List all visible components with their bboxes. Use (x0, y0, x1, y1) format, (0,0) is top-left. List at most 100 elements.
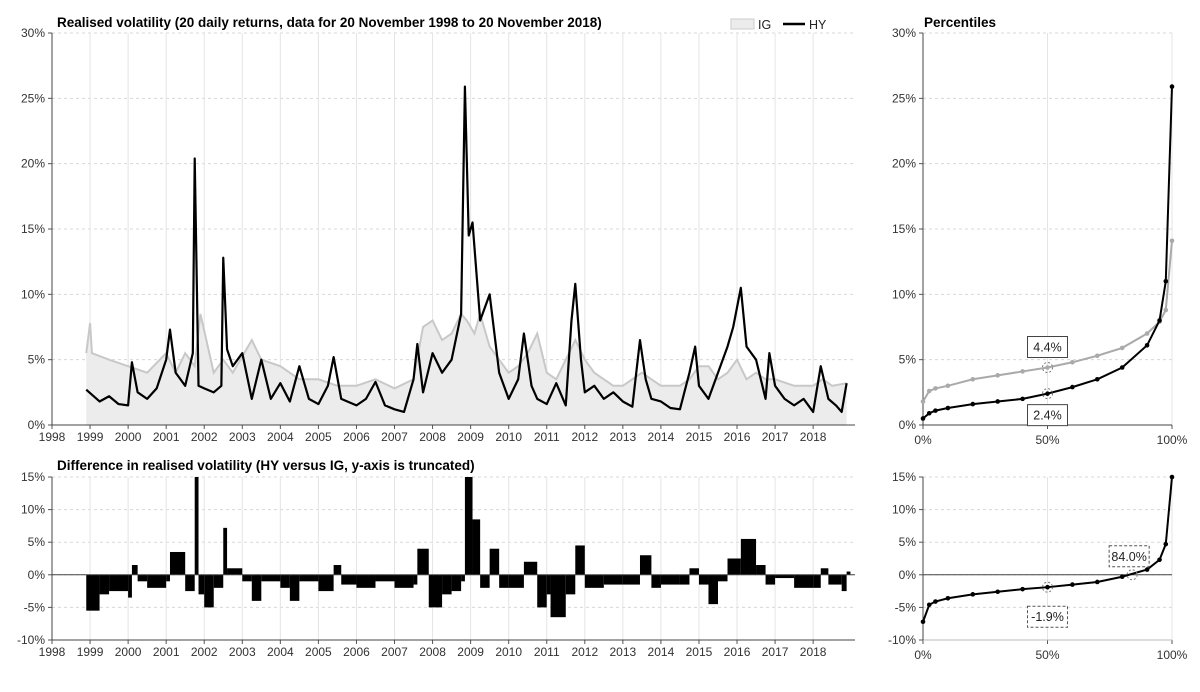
x-tick-label: 2014 (648, 430, 675, 444)
percentile-point (945, 405, 951, 411)
difference-bar (775, 574, 795, 579)
y-tick-label: 10% (21, 503, 45, 517)
percentile-point (1095, 376, 1100, 382)
x-tick-label: 2015 (686, 645, 713, 659)
x-tick-label: 2004 (267, 430, 294, 444)
main-chart-title: Realised volatility (20 daily returns, d… (57, 15, 602, 30)
percentile-point (1070, 359, 1075, 365)
percentile-point (995, 399, 1000, 404)
difference-bar (727, 558, 741, 575)
percentile-point (920, 399, 926, 404)
x-tick-label: 2009 (457, 430, 484, 444)
difference-bar (639, 555, 652, 575)
y-tick-label: 0% (899, 418, 917, 432)
x-tick-label: 2011 (534, 430, 560, 444)
percentile-point (1163, 278, 1169, 284)
y-tick-label: 25% (892, 91, 916, 105)
difference-bar (546, 574, 551, 595)
percentile-point (1070, 384, 1075, 390)
x-tick-label: 2007 (381, 645, 408, 659)
x-tick-label: 2001 (153, 430, 180, 444)
x-tick-label: 2000 (115, 645, 142, 659)
percentile-point (1045, 584, 1050, 590)
difference-bar (660, 574, 680, 585)
percentile-point (1157, 557, 1162, 563)
annotation-label: -1.9% (1031, 610, 1064, 624)
x-tick-label: 100% (1157, 433, 1188, 447)
difference-bar (413, 574, 418, 585)
x-tick-label: 2014 (648, 645, 675, 659)
percentile-point (945, 383, 951, 389)
difference-bar (147, 574, 167, 588)
difference-bar (109, 574, 129, 592)
difference-bar (417, 548, 429, 575)
y-tick-label: 0% (28, 418, 46, 432)
difference-bar (472, 519, 481, 575)
annotation-box (1027, 605, 1068, 628)
difference-bar (299, 574, 319, 582)
percentile-point (1144, 567, 1150, 572)
x-tick-label: 1998 (39, 430, 66, 444)
percentile-point (995, 589, 1000, 595)
difference-bar (394, 574, 414, 588)
difference-bar (679, 574, 690, 585)
difference-bar (442, 574, 452, 595)
x-tick-label: 0% (914, 433, 932, 447)
percentile-point (1095, 353, 1100, 359)
difference-bar (318, 574, 334, 592)
difference-bar (251, 574, 262, 601)
percentile-point (970, 376, 976, 382)
legend-ig-swatch (730, 18, 755, 30)
y-tick-label: 30% (892, 26, 916, 40)
hy-line (85, 85, 848, 414)
x-tick-label: 2003 (229, 430, 256, 444)
difference-bar (717, 574, 728, 582)
y-tick-label: -5% (24, 600, 46, 614)
difference-bar (375, 574, 395, 582)
y-tick-label: 30% (21, 26, 45, 40)
annotation-marker (1042, 581, 1053, 593)
difference-bar (131, 565, 138, 575)
percentile-point (1020, 586, 1025, 592)
x-tick-label: 2003 (229, 645, 256, 659)
x-tick-label: 2012 (571, 645, 598, 659)
y-tick-label: 10% (892, 287, 916, 301)
annotation-box (1108, 545, 1150, 568)
annotation-label: 4.4% (1033, 341, 1062, 355)
x-tick-label: 2018 (800, 430, 827, 444)
x-tick-label: 2015 (686, 430, 713, 444)
x-tick-label: 2008 (419, 430, 446, 444)
y-tick-label: -10% (17, 633, 45, 647)
difference-bar (242, 574, 252, 582)
x-tick-label: 2002 (191, 430, 218, 444)
difference-bar (451, 574, 462, 592)
percentile-point (995, 373, 1000, 378)
percentile-point (970, 592, 976, 597)
difference-bar (213, 574, 224, 588)
x-tick-label: 1999 (77, 645, 104, 659)
difference-bar (280, 574, 290, 588)
difference-bar (813, 574, 821, 588)
percentile-point (1020, 396, 1025, 402)
x-tick-label: 2016 (724, 430, 751, 444)
difference-bar (194, 477, 199, 575)
difference-bar (480, 574, 490, 588)
difference-bar (128, 574, 132, 598)
percentile-point (1169, 474, 1175, 480)
x-tick-label: 2005 (305, 430, 332, 444)
annotation-label: 84.0% (1111, 550, 1146, 564)
y-tick-label: 10% (21, 287, 45, 301)
difference-bar (508, 574, 524, 588)
difference-bar (846, 571, 851, 575)
percentile-point (1169, 238, 1175, 244)
x-tick-label: 2012 (571, 430, 598, 444)
difference-bar (333, 565, 342, 575)
percentile-point (1119, 345, 1125, 351)
x-tick-label: 2009 (457, 645, 484, 659)
y-tick-label: 0% (899, 568, 917, 582)
percentile-point (1163, 541, 1169, 547)
difference-bar (461, 574, 465, 582)
difference-bar (698, 574, 709, 585)
x-tick-label: 2002 (191, 645, 218, 659)
